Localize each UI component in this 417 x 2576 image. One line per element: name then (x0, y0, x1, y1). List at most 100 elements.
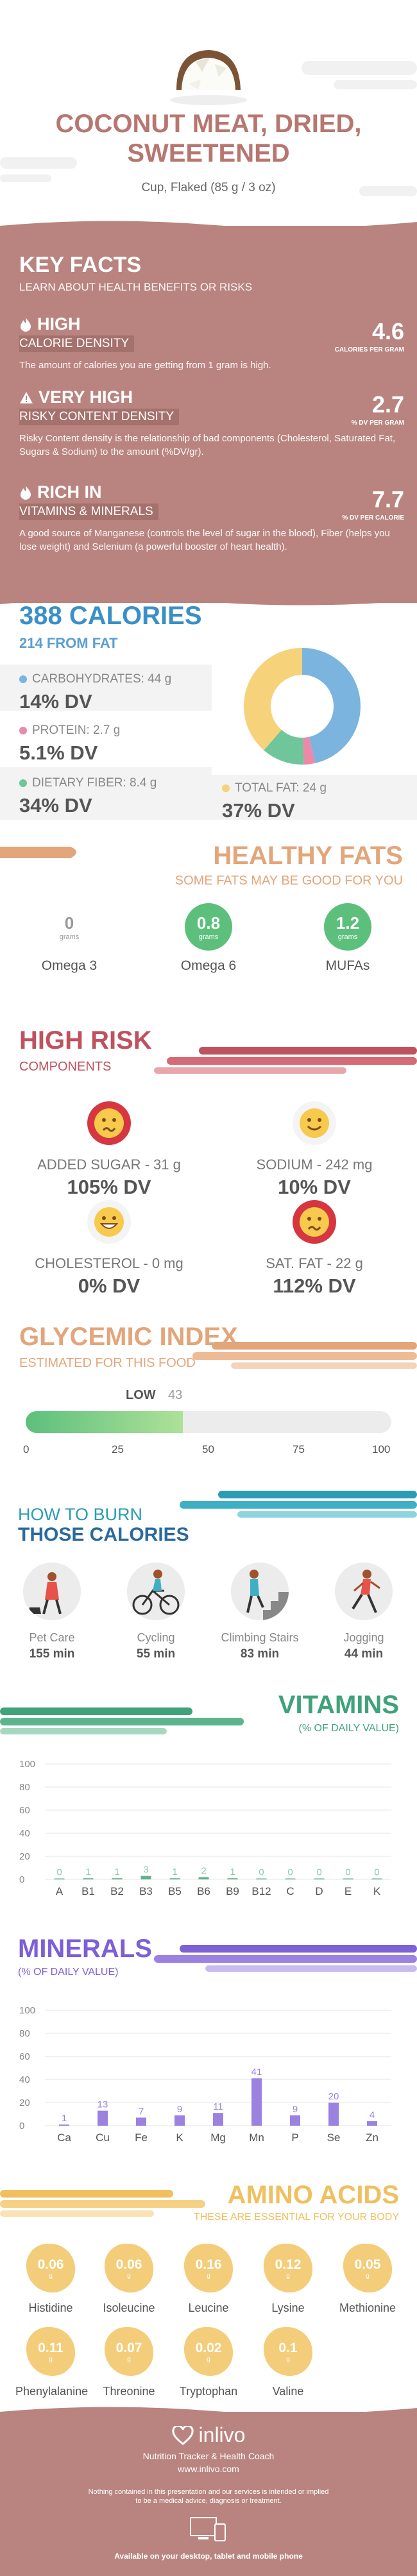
fat-omega-3: 0 grams Omega 3 (31, 903, 108, 974)
cycling-icon (127, 1563, 185, 1620)
minerals-chart: 100 80 60 40 20 0 1 Ca 13 Cu 7 Fe 9 K 11 Mg 41 Mn 9 P 20 Se 4 Z… (19, 2005, 391, 2144)
amino-phenylalanine: 0.11 g Phenylalanine (15, 2327, 89, 2398)
bar-value-label: 7 (139, 2106, 144, 2117)
fact-sub: VITAMINS & MINERALS (19, 504, 158, 520)
bar-value-label: 0 (259, 1867, 264, 1878)
worried-face-icon (293, 1200, 336, 1244)
bar-B6 (198, 1877, 209, 1879)
high-risk-sub: COMPONENTS (19, 1060, 112, 1074)
x-tick-label: Zn (366, 2131, 379, 2144)
bar-Mn (251, 2078, 262, 2126)
x-tick-label: E (345, 1885, 352, 1897)
pet-care-icon (23, 1563, 81, 1620)
risk-added-sugar: ADDED SUGAR - 31 g 105% DV (26, 1101, 192, 1199)
nutrient-dv: 37% DV (222, 799, 295, 822)
glycemic-fill (26, 1411, 183, 1433)
bar-P (290, 2115, 300, 2126)
title-line-1: COCONUT MEAT, DRIED, (55, 110, 362, 138)
bar-value-label: 4 (370, 2110, 375, 2121)
background-clouds (0, 61, 417, 196)
nutrient-dv: 14% DV (19, 690, 92, 713)
x-tick-label: P (291, 2131, 298, 2144)
bar-Ca (59, 2124, 69, 2126)
nutrient-name: CARBOHYDRATES: 44 g (32, 672, 172, 686)
burn-name: Pet Care (29, 1631, 75, 1644)
x-tick-label: B5 (168, 1885, 182, 1897)
glycemic-heading: GLYCEMIC INDEX (19, 1323, 238, 1351)
fact-desc: The amount of calories you are getting f… (19, 360, 271, 371)
glycemic-sub: ESTIMATED FOR THIS FOOD (19, 1356, 196, 1370)
fact-label: RICH IN (37, 482, 102, 502)
amino-heading: AMINO ACIDS (227, 2181, 399, 2209)
coconut-image (170, 50, 247, 105)
x-tick-label: Fe (135, 2131, 148, 2144)
amino-blob: 0.06 g (26, 2244, 75, 2292)
bar-value-label: 2 (201, 1865, 206, 1876)
flame-icon (21, 317, 31, 332)
bar-Cu (98, 2110, 108, 2126)
y-tick-label: 40 (19, 1828, 30, 1839)
burn-swoosh (180, 1491, 417, 1518)
vitamins-chart: 100 80 60 40 20 0 0 A 1 B1 1 B2 3 B3 1 B5 2 B6 1 B9 0 B12 0 C 0 D… (19, 1759, 391, 1897)
bar-value-label: 9 (177, 2104, 182, 2115)
healthy-fats-heading: HEALTHY FATS (213, 842, 403, 870)
bar-B5 (169, 1878, 180, 1879)
burn-heading-1: HOW TO BURN (18, 1505, 143, 1524)
fat-dot (222, 784, 230, 792)
x-tick-label: C (286, 1885, 294, 1897)
healthy-fats-sub: SOME FATS MAY BE GOOD FOR YOU (174, 874, 403, 888)
vitamins-sub: (% OF DAILY VALUE) (298, 1723, 399, 1734)
heart-logo-icon (171, 2425, 194, 2445)
bar-value-label: 1 (85, 1867, 90, 1877)
flame-icon (21, 485, 31, 500)
bar-A (54, 1878, 65, 1879)
x-tick-label: Ca (57, 2131, 71, 2144)
fact-label: HIGH (37, 314, 81, 334)
y-tick-label: 80 (19, 1782, 30, 1793)
stairs-icon (231, 1563, 289, 1620)
risk-name: ADDED SUGAR - 31 g (37, 1157, 181, 1173)
bar-value-label: 0 (374, 1867, 379, 1878)
nutrient-highlight (212, 775, 417, 820)
amino-valine: 0.1 g Valine (253, 2327, 323, 2398)
nutrient-name: PROTEIN: 2.7 g (32, 724, 121, 737)
amino-name: Phenylalanine (15, 2385, 89, 2398)
risk-swoosh (154, 1047, 417, 1074)
fact-risky-density: VERY HIGH RISKY CONTENT DENSITY Risky Co… (19, 387, 404, 459)
footer-disclaimer-1: Nothing contained in this presentation a… (88, 2488, 329, 2496)
burn-name: Climbing Stairs (221, 1631, 299, 1644)
x-tick-label: B1 (81, 1885, 95, 1897)
gi-tick: 0 (23, 1443, 30, 1455)
risk-name: SAT. FAT - 22 g (266, 1255, 363, 1271)
smile-face-icon (293, 1101, 336, 1145)
glycemic-swoosh (192, 1342, 417, 1369)
nutrient-name: TOTAL FAT: 24 g (235, 781, 327, 795)
bar-value-label: 1 (230, 1867, 235, 1877)
amino-blob: 0.07 g (105, 2327, 153, 2376)
fact-calorie-density: HIGH CALORIE DENSITY The amount of calor… (19, 314, 404, 372)
fat-name: Omega 6 (180, 958, 237, 973)
bar-value-label: 1 (172, 1867, 177, 1877)
amino-blob: 0.1 g (264, 2327, 312, 2376)
footer: inlivo Nutrition Tracker & Health Coach … (0, 2407, 417, 2576)
fact-unit: % DV PER CALORIE (342, 514, 404, 521)
amino-tryptophan: 0.02 g Tryptophan (173, 2327, 244, 2398)
footer-url[interactable]: www.inlivo.com (178, 2464, 239, 2474)
x-tick-label: Mn (249, 2131, 264, 2144)
amino-blob: 0.02 g (184, 2327, 233, 2376)
nutrient-protein: PROTEIN: 2.7 g 5.1% DV (19, 724, 212, 765)
fact-sub: RISKY CONTENT DENSITY (19, 409, 180, 425)
y-tick-label: 100 (19, 2005, 35, 2016)
x-tick-label: A (56, 1885, 64, 1897)
bar-D (314, 1878, 325, 1879)
amino-blob: 0.05 g (343, 2244, 392, 2292)
bar-B9 (227, 1878, 238, 1879)
page-title: COCONUT MEAT, DRIED, SWEETENED (0, 109, 417, 168)
burn-climbing-stairs: Climbing Stairs 83 min (212, 1563, 308, 1661)
devices-icon (190, 2517, 226, 2541)
footer-devices: Available on your desktop, tablet and mo… (114, 2552, 303, 2561)
burn-jogging: Jogging 44 min (316, 1563, 412, 1661)
bar-Se (328, 2103, 339, 2126)
footer-brand-row: inlivo (0, 2423, 417, 2447)
x-tick-label: B9 (226, 1885, 239, 1897)
